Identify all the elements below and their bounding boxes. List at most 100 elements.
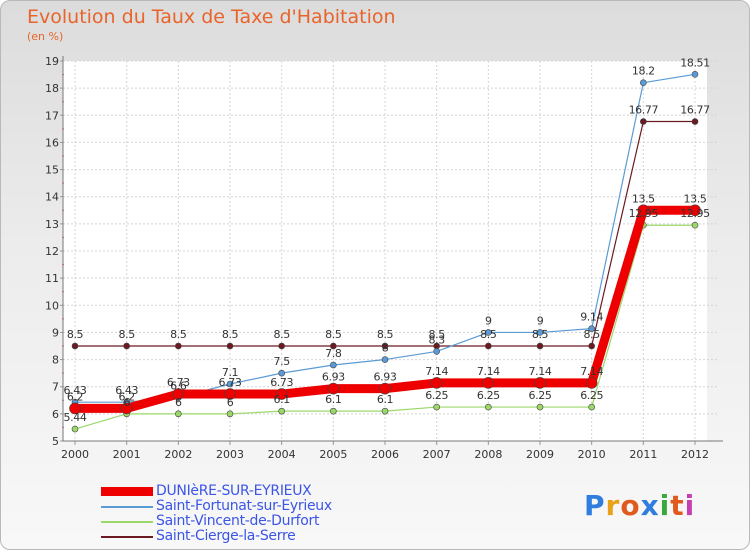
data-label: 6.6 [170,380,187,393]
y-tick-label: 12 [45,245,59,258]
data-point [691,118,699,125]
data-label: 6.25 [580,389,603,402]
data-point [640,79,647,87]
data-label: 18.2 [632,65,655,78]
data-point [691,221,699,229]
data-point [278,407,285,415]
data-label: 16.77 [680,104,710,117]
data-label: 9 [485,314,492,327]
data-label: 6.73 [219,376,242,389]
data-label: 16.77 [629,104,659,117]
data-point [330,407,337,415]
y-tick-label: 14 [45,191,59,204]
legend-label: DUNIèRE-SUR-EYRIEUX [156,483,312,499]
data-label: 8.5 [170,328,187,341]
data-label: 7.14 [477,365,500,378]
y-tick-label: 18 [45,82,59,95]
data-label: 8.5 [377,328,394,341]
data-label: 7.8 [325,347,342,360]
data-label: 8.5 [532,328,549,341]
data-label: 6 [227,396,234,409]
data-point [485,342,492,350]
legend-label: Saint-Fortunat-sur-Eyrieux [156,498,332,514]
data-label: 8.5 [274,328,291,341]
data-point [330,361,337,369]
data-point [278,342,285,350]
data-label: 7.5 [274,355,291,368]
data-label: 6.25 [477,389,500,402]
data-point [71,342,79,350]
data-label: 8.5 [119,328,136,341]
x-tick-label: 2011 [629,448,657,461]
data-point [689,204,701,217]
data-label: 6.73 [270,376,293,389]
data-point [330,342,337,350]
y-tick-label: 17 [45,109,59,122]
data-label: 6.1 [325,393,341,406]
data-label: 6.25 [425,389,448,402]
data-point [485,329,492,336]
data-point [381,356,389,363]
data-label: 5.44 [64,411,87,424]
data-point [637,204,650,217]
data-point [172,388,185,400]
y-tick-label: 10 [45,299,59,312]
y-tick-label: 9 [52,326,59,339]
data-point [536,329,544,336]
data-label: 8.3 [429,333,446,346]
data-label: 6.25 [529,389,552,402]
data-point [120,402,133,415]
data-point [536,342,544,350]
data-point [381,407,389,415]
data-point [69,402,81,415]
data-label: 8.5 [584,328,601,341]
data-point [534,377,546,389]
x-tick-label: 2007 [423,448,451,461]
data-point [226,410,234,418]
data-point [381,342,389,350]
data-label: 6 [175,396,182,409]
legend-swatch [101,487,153,496]
data-point [585,377,598,389]
data-label: 8 [382,342,389,355]
data-label: 8.5 [429,328,446,341]
data-point [691,71,699,78]
y-tick-label: 8 [52,354,59,367]
data-point [482,377,495,389]
x-tick-label: 2006 [371,448,399,461]
y-tick-label: 11 [45,272,59,285]
y-tick-label: 16 [45,136,59,149]
data-point [275,388,288,400]
data-point [379,382,391,395]
legend-swatch [101,536,153,538]
x-tick-label: 2001 [113,448,141,461]
data-label: 6.43 [64,384,87,397]
data-point [123,342,130,350]
data-label: 9.14 [580,311,603,324]
data-label: 6.1 [274,393,290,406]
data-label: 6.93 [374,371,397,384]
data-point [327,382,340,395]
data-label: 7.14 [425,365,448,378]
data-point [224,388,236,400]
y-tick-label: 6 [52,408,59,421]
data-label: 6.43 [115,384,138,397]
data-label: 6 [123,396,130,409]
x-tick-label: 2003 [216,448,244,461]
data-label: 7.1 [222,366,238,379]
data-point [640,118,647,125]
x-tick-label: 2010 [578,448,606,461]
data-label: 6.2 [67,390,83,403]
data-label: 7.14 [529,365,552,378]
data-label: 12.95 [680,207,710,220]
y-tick-label: 13 [45,218,59,231]
data-point [278,369,285,377]
data-point [175,410,182,418]
legend-label: Saint-Vincent-de-Durfort [156,513,320,529]
chart-unit-label: (en %) [27,30,64,43]
y-tick-label: 19 [45,55,59,68]
data-point [226,342,234,350]
data-label: 6.73 [167,376,190,389]
legend-label: Saint-Cierge-la-Serre [156,528,296,544]
